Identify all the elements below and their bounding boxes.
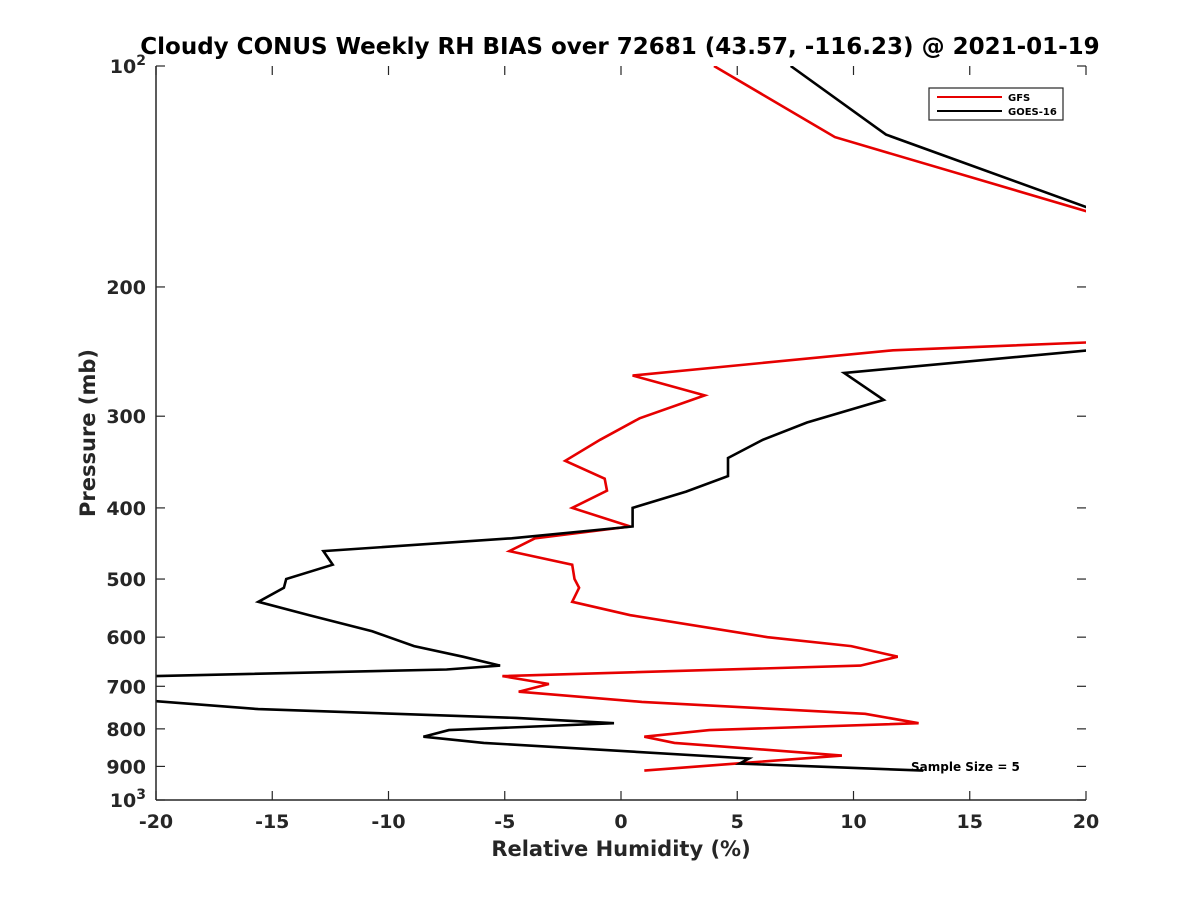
legend: GFS GOES-16: [928, 87, 1064, 121]
x-axis-label: Relative Humidity (%): [491, 837, 750, 861]
legend-label-goes16: GOES-16: [1008, 107, 1057, 118]
y-ticks: 102 200 300 400 500 600 700 800 900 103: [106, 53, 1086, 812]
y-tick-label: 900: [106, 756, 146, 778]
series-line-goes16-2: [156, 349, 1086, 678]
legend-label-gfs: GFS: [1008, 93, 1030, 104]
sample-size-annotation: Sample Size = 5: [911, 760, 1020, 774]
x-tick-label: 10: [840, 811, 866, 833]
x-tick-label: -20: [139, 811, 173, 833]
y-tick-label: 102: [110, 53, 146, 78]
x-tick-label: -5: [494, 811, 515, 833]
y-tick-label: 800: [106, 719, 146, 741]
x-tick-label: 0: [614, 811, 627, 833]
y-axis-label: Pressure (mb): [76, 349, 100, 517]
y-tick-label: 700: [106, 676, 146, 698]
x-ticks: -20 -15 -10 -5 0 5 10 15 20: [139, 66, 1099, 833]
y-tick-label: 400: [106, 498, 146, 520]
series-line-goes16-1: [789, 66, 1086, 209]
y-tick-label: 103: [110, 787, 146, 812]
x-tick-label: 5: [731, 811, 744, 833]
chart-title: Cloudy CONUS Weekly RH BIAS over 72681 (…: [140, 34, 1099, 60]
x-tick-label: -10: [371, 811, 405, 833]
series-line-gfs-2: [502, 341, 1086, 772]
x-tick-label: -15: [255, 811, 289, 833]
x-tick-label: 15: [957, 811, 983, 833]
x-tick-label: 20: [1073, 811, 1099, 833]
y-tick-label: 200: [106, 277, 146, 299]
series-line-goes16-3: [156, 699, 924, 772]
series-layer: [156, 66, 1086, 772]
series-line-gfs-1: [713, 66, 1086, 213]
legend-box: [928, 87, 1064, 121]
y-tick-label: 600: [106, 627, 146, 649]
axes: [155, 66, 1086, 801]
y-tick-label: 300: [106, 406, 146, 428]
y-tick-label: 500: [106, 569, 146, 591]
